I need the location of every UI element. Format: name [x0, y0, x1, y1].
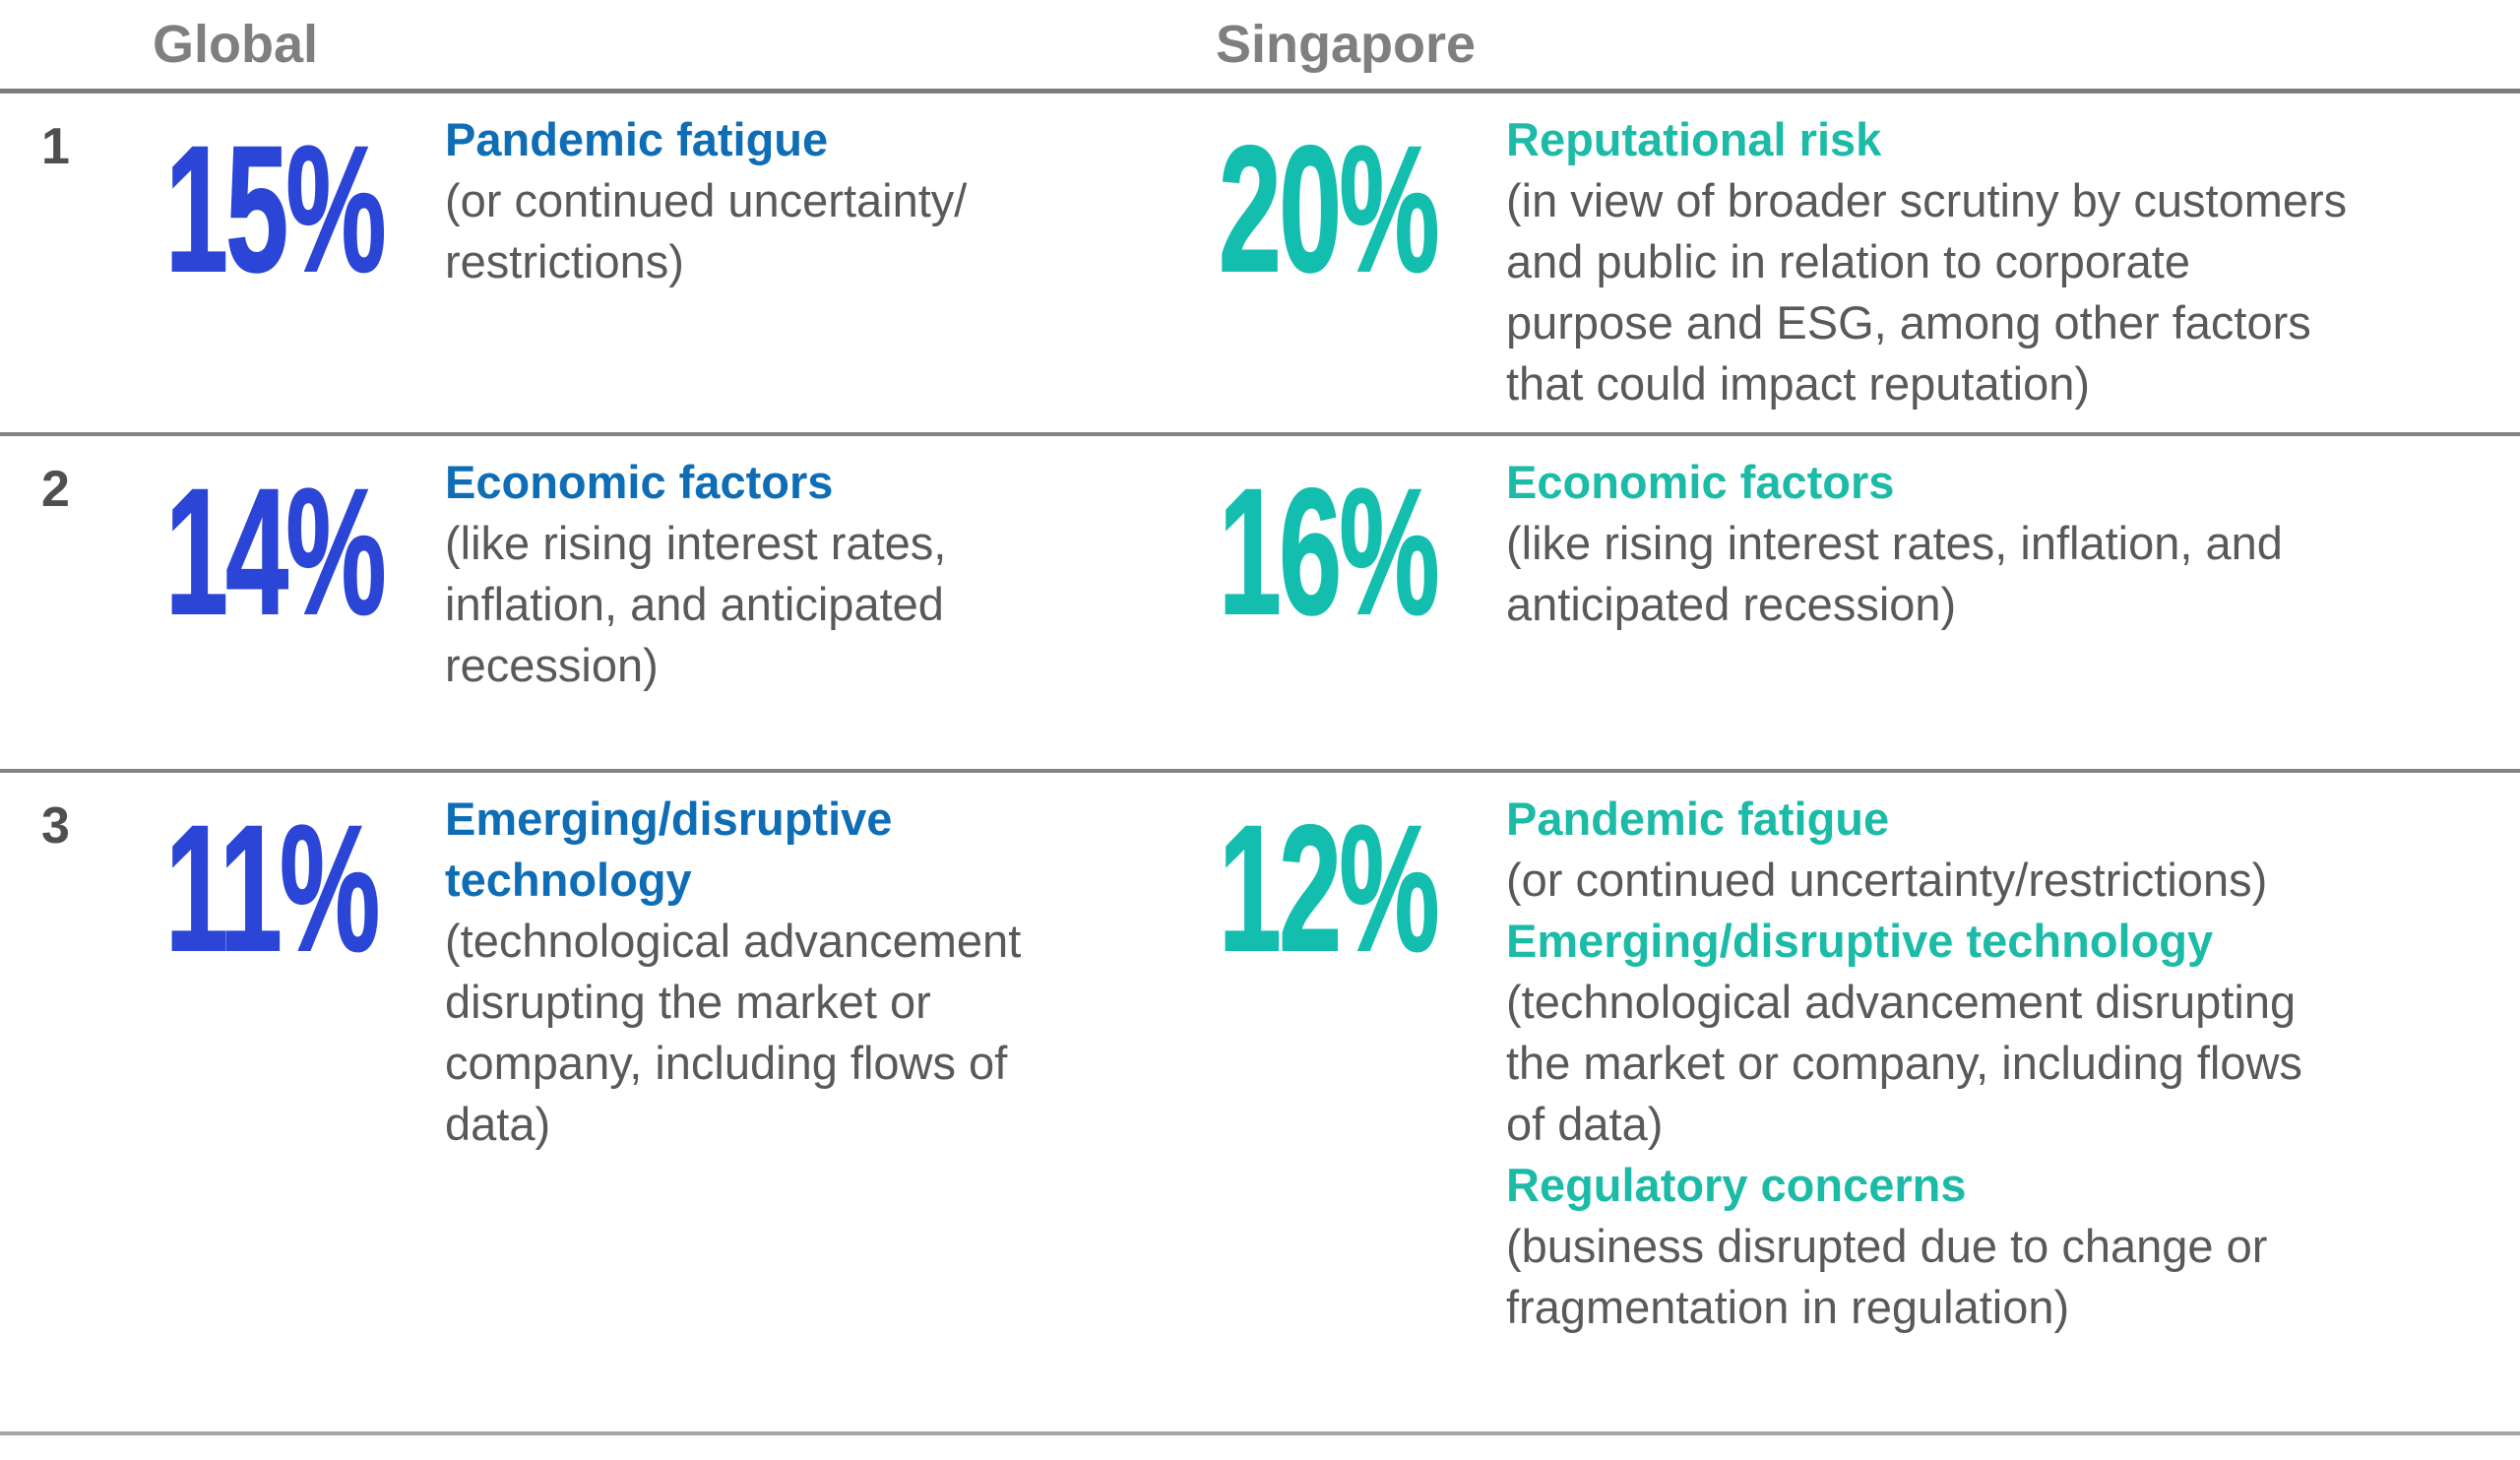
table-header: Global Singapore	[0, 0, 2520, 94]
singapore-percent-value: 16%	[1218, 451, 1440, 652]
risk-title: Economic factors	[1506, 456, 1895, 508]
risk-item: Economic factors (like rising interest r…	[445, 452, 1171, 696]
risk-description: (business disrupted due to change or fra…	[1506, 1220, 2268, 1333]
risk-item: Pandemic fatigue (or continued uncertain…	[445, 109, 1171, 292]
global-risk-cell: Emerging/disruptive technology (technolo…	[433, 773, 1211, 1431]
singapore-percent-cell: 12%	[1211, 773, 1506, 1431]
table-row: 3 11% Emerging/disruptive technology (te…	[0, 773, 2520, 1435]
singapore-risk-cell: Economic factors (like rising interest r…	[1506, 436, 2520, 769]
risk-title: Pandemic fatigue	[1506, 793, 1890, 845]
risk-title: Reputational risk	[1506, 113, 1882, 165]
global-percent-cell: 15%	[162, 94, 433, 432]
risk-description: (like rising interest rates, inflation, …	[445, 517, 947, 691]
table-row: 2 14% Economic factors (like rising inte…	[0, 436, 2520, 773]
global-percent-value: 15%	[164, 108, 387, 309]
risk-description: (in view of broader scrutiny by customer…	[1506, 174, 2348, 410]
global-risk-cell: Pandemic fatigue (or continued uncertain…	[433, 94, 1211, 432]
risk-item: Economic factors (like rising interest r…	[1506, 452, 2506, 635]
risk-title: Economic factors	[445, 456, 834, 508]
global-percent-value: 11%	[164, 788, 380, 988]
risk-title: Pandemic fatigue	[445, 113, 829, 165]
singapore-risk-cell: Pandemic fatigue (or continued uncertain…	[1506, 773, 2520, 1431]
risk-item: Emerging/disruptive technology (technolo…	[1506, 911, 2506, 1155]
rank-number: 2	[41, 461, 70, 518]
singapore-percent-cell: 20%	[1211, 94, 1506, 432]
risk-title: Regulatory concerns	[1506, 1159, 1967, 1211]
risk-description: (or continued uncertainty/ restrictions)	[445, 174, 968, 287]
risk-item: Emerging/disruptive technology (technolo…	[445, 789, 1171, 1155]
singapore-risk-cell: Reputational risk (in view of broader sc…	[1506, 94, 2520, 432]
risk-item: Pandemic fatigue (or continued uncertain…	[1506, 789, 2506, 911]
column-header-singapore: Singapore	[1216, 15, 1477, 74]
risk-description: (technological advancement disrupting th…	[445, 915, 1022, 1150]
column-header-global: Global	[153, 15, 319, 74]
rank-number: 3	[41, 797, 70, 855]
risk-description: (technological advancement disrupting th…	[1506, 976, 2302, 1150]
risk-description: (like rising interest rates, inflation, …	[1506, 517, 2283, 630]
global-percent-cell: 14%	[162, 436, 433, 769]
global-percent-cell: 11%	[162, 773, 433, 1431]
global-risk-cell: Economic factors (like rising interest r…	[433, 436, 1211, 769]
singapore-percent-value: 20%	[1218, 108, 1440, 309]
risk-title: Emerging/disruptive technology	[1506, 915, 2214, 967]
singapore-percent-cell: 16%	[1211, 436, 1506, 769]
risk-title: Emerging/disruptive technology	[445, 793, 893, 906]
singapore-percent-value: 12%	[1218, 788, 1440, 988]
risk-item: Reputational risk (in view of broader sc…	[1506, 109, 2506, 414]
global-percent-value: 14%	[164, 451, 387, 652]
risk-item: Regulatory concerns (business disrupted …	[1506, 1155, 2506, 1338]
risk-description: (or continued uncertainty/restrictions)	[1506, 854, 2268, 906]
rank-number: 1	[41, 118, 70, 175]
table-row: 1 15% Pandemic fatigue (or continued unc…	[0, 94, 2520, 436]
